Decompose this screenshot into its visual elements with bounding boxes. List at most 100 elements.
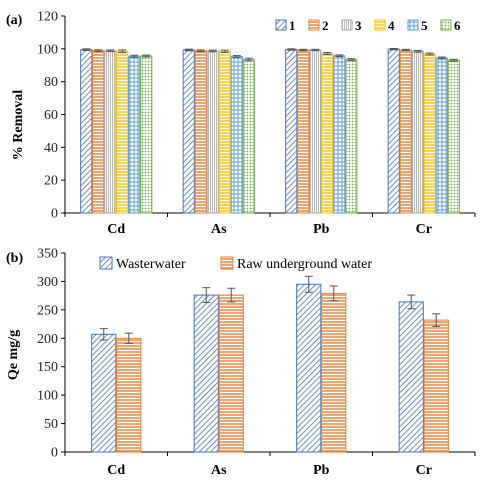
panel-a-error-bar bbox=[323, 51, 332, 55]
panel-a-bar-6-cr bbox=[447, 59, 460, 214]
panel-a-legend-label: 1 bbox=[289, 18, 296, 33]
panel-b-y-tick-label: 250 bbox=[37, 303, 58, 318]
panel-b-y-tick-label: 350 bbox=[37, 247, 58, 262]
panel-a-y-tick-label: 40 bbox=[44, 141, 58, 156]
panel-b-error-bar bbox=[99, 328, 108, 341]
panel-a-legend-label: 5 bbox=[421, 18, 428, 33]
panel-b-x-tick-label: Cr bbox=[416, 463, 432, 478]
panel-a-legend-swatch bbox=[308, 19, 320, 31]
panel-b-bar-wasterwater-cr bbox=[398, 301, 424, 453]
panel-b-bar-raw-underground-water-as bbox=[218, 294, 244, 453]
panel-a-legend-swatch bbox=[374, 19, 386, 31]
panel-a-bar-2-cr bbox=[399, 49, 412, 214]
panel-b-bar-wasterwater-pb bbox=[296, 283, 322, 453]
panel-a-legend-label: 4 bbox=[388, 18, 395, 33]
panel-a-bar-3-cr bbox=[411, 50, 424, 214]
panel-a-error-bar bbox=[425, 52, 434, 56]
panel-a-legend-item-1: 1 bbox=[275, 18, 296, 33]
panel-a-legend-label: 2 bbox=[322, 18, 329, 33]
panel-a-bar-5-as bbox=[230, 56, 243, 214]
chart-panel-a: (a) % Removal 1 2 3 4 5 6 0 20 40 60 80 100 120 Cd As… bbox=[6, 10, 476, 237]
panel-a-legend-swatch bbox=[341, 19, 353, 31]
panel-a-bar-5-cr bbox=[435, 57, 448, 214]
panel-b-error-bar bbox=[227, 287, 236, 303]
panel-a-legend-item-6: 6 bbox=[440, 18, 461, 33]
panel-a-bar-5-pb bbox=[333, 55, 346, 214]
panel-a-y-tick-label: 100 bbox=[37, 42, 58, 57]
panel-a-error-bar bbox=[401, 48, 410, 52]
panel-b-legend-item-1: Wasterwater bbox=[99, 256, 186, 272]
panel-a-error-bar bbox=[196, 49, 205, 53]
panel-a-bar-1-as bbox=[182, 49, 195, 214]
panel-a-bar-6-pb bbox=[345, 59, 358, 214]
panel-a-x-tick-label: As bbox=[211, 222, 227, 237]
panel-a-bar-2-cd bbox=[92, 50, 105, 214]
panel-a-bar-1-cr bbox=[387, 48, 400, 214]
panel-b-legend-swatch bbox=[99, 256, 113, 270]
panel-b-error-bar bbox=[329, 285, 338, 302]
panel-b-label: (b) bbox=[6, 251, 23, 266]
panel-b-bar-wasterwater-as bbox=[193, 294, 219, 453]
panel-a-legend-label: 6 bbox=[454, 18, 461, 33]
panel-a-bar-1-pb bbox=[285, 48, 298, 214]
panel-a-error-bar bbox=[335, 54, 344, 58]
panel-b-x-tick-label: Cd bbox=[107, 463, 125, 478]
panel-a-error-bar bbox=[347, 58, 356, 62]
panel-a-legend: 1 2 3 4 5 6 bbox=[275, 18, 461, 33]
panel-a-y-tick-label: 120 bbox=[37, 10, 58, 25]
panel-a-legend-item-2: 2 bbox=[308, 18, 329, 33]
panel-a-legend-swatch bbox=[407, 19, 419, 31]
panel-b-error-bar bbox=[202, 287, 211, 303]
panel-a-bar-4-cd bbox=[116, 50, 129, 214]
panel-a-y-tick-label: 80 bbox=[44, 75, 58, 90]
panel-a-legend-swatch bbox=[440, 19, 452, 31]
panel-a-error-bar bbox=[82, 48, 91, 51]
panel-b-error-bar bbox=[304, 275, 313, 293]
panel-b-x-tick-label: Pb bbox=[313, 463, 330, 478]
panel-a-bar-6-as bbox=[242, 59, 255, 214]
panel-a-error-bar bbox=[118, 49, 127, 54]
panel-a-bar-5-cd bbox=[128, 55, 141, 214]
panel-a-y-tick-label: 20 bbox=[44, 174, 58, 189]
panel-b-y-tick-label: 300 bbox=[37, 275, 58, 290]
panel-b-legend-label: Raw underground water bbox=[237, 257, 372, 272]
panel-b-bar-raw-underground-water-pb bbox=[321, 292, 347, 453]
panel-a-error-bar bbox=[389, 48, 398, 51]
panel-b-y-tick-label: 100 bbox=[37, 389, 58, 404]
panel-a-error-bar bbox=[220, 49, 229, 53]
panel-a-x-tick-label: Pb bbox=[313, 222, 330, 237]
panel-a-error-bar bbox=[130, 54, 139, 58]
panel-b-x-tick-label: As bbox=[211, 463, 227, 478]
panel-b-error-bar bbox=[432, 313, 441, 327]
panel-a-bar-2-as bbox=[194, 50, 207, 214]
panel-a-error-bar bbox=[311, 48, 320, 52]
panel-b-legend: Wasterwater Raw underground water bbox=[99, 256, 372, 272]
panel-a-error-bar bbox=[449, 58, 458, 62]
panel-a-bar-3-pb bbox=[309, 49, 322, 214]
panel-a-y-tick-label: 0 bbox=[51, 207, 58, 222]
panel-a-legend-item-5: 5 bbox=[407, 18, 428, 33]
panel-b-y-tick-label: 50 bbox=[44, 417, 58, 432]
panel-a-error-bar bbox=[94, 49, 103, 52]
panel-a-bar-1-cd bbox=[80, 49, 93, 214]
panel-a-bar-6-cd bbox=[140, 55, 153, 214]
panel-b-bar-wasterwater-cd bbox=[91, 333, 117, 453]
panel-b-y-tick-label: 200 bbox=[37, 332, 58, 347]
panel-b-y-tick-label: 150 bbox=[37, 360, 58, 375]
panel-a-legend-item-4: 4 bbox=[374, 18, 395, 33]
panel-a-legend-label: 3 bbox=[355, 18, 362, 33]
panel-b-error-bar bbox=[124, 332, 133, 344]
panel-a-bar-4-cr bbox=[423, 53, 436, 214]
panel-b-legend-item-2: Raw underground water bbox=[220, 256, 372, 272]
panel-a-bar-3-as bbox=[206, 50, 219, 214]
panel-a-error-bar bbox=[208, 49, 217, 53]
panel-a-label: (a) bbox=[6, 13, 23, 28]
panel-a-error-bar bbox=[299, 48, 308, 52]
panel-a-error-bar bbox=[106, 49, 115, 53]
panel-a-error-bar bbox=[142, 54, 151, 58]
chart-panel-b: (b) Qe mg/g Wasterwater Raw underground w… bbox=[6, 247, 476, 478]
panel-a-error-bar bbox=[244, 57, 253, 62]
panel-a-bar-4-as bbox=[218, 50, 231, 214]
panel-a-y-axis-label: % Removal bbox=[11, 90, 26, 160]
